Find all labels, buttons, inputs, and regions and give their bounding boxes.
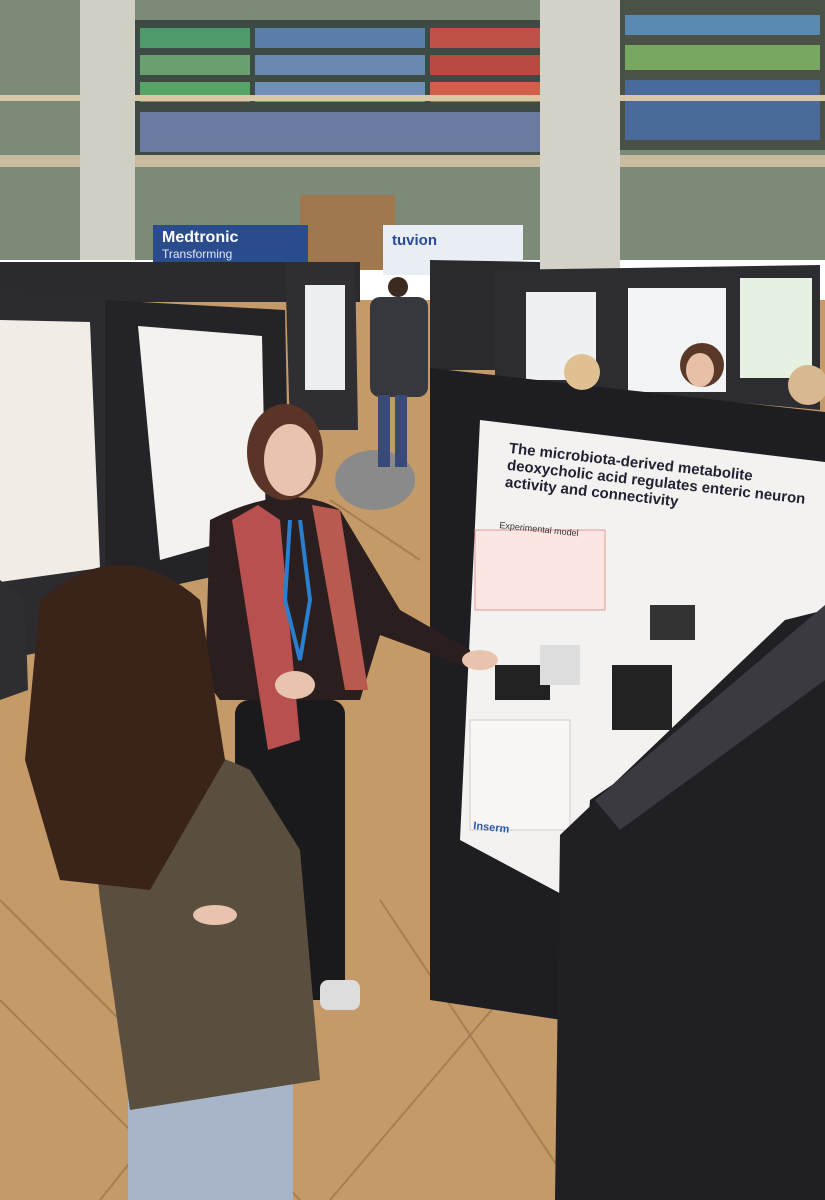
poster — [740, 278, 812, 378]
poster — [138, 326, 266, 560]
poster-figures — [469, 529, 695, 831]
panel-edge — [595, 605, 825, 830]
visitor — [370, 277, 428, 467]
sign-text: tuvion — [392, 232, 437, 249]
foreground-visitor — [25, 565, 320, 1200]
balcony-rail — [0, 95, 825, 101]
door — [300, 195, 395, 270]
sign-text: Transforming — [162, 247, 233, 261]
pillar — [80, 0, 135, 260]
sign-text: Medtronic — [162, 229, 239, 246]
foreground-panel — [555, 610, 825, 1200]
sign-banner — [153, 225, 308, 263]
pillar — [540, 0, 620, 270]
poster — [305, 285, 345, 390]
visitor — [564, 343, 825, 405]
visitor-edge — [0, 580, 28, 700]
poster — [0, 320, 100, 582]
